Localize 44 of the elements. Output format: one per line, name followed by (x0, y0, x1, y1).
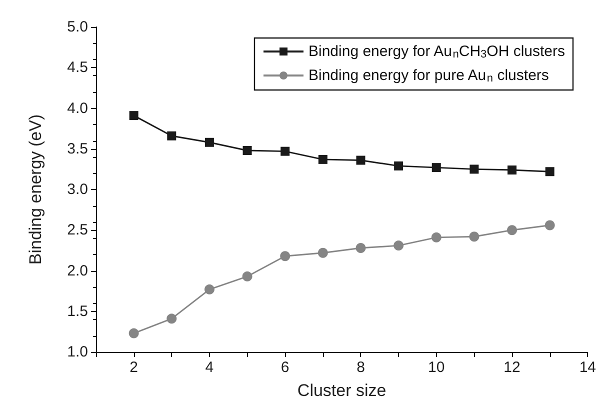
point (507, 225, 518, 236)
point (318, 154, 328, 164)
point (166, 314, 177, 324)
point (431, 232, 442, 242)
point (280, 146, 290, 156)
point (432, 163, 441, 172)
point (242, 146, 252, 155)
point (469, 232, 480, 242)
y-tick-label: 4.5 (67, 59, 88, 76)
x-tick-label: 2 (130, 359, 138, 376)
y-tick-label: 2.5 (67, 222, 88, 239)
x-tick-label: 8 (356, 359, 365, 376)
point (470, 164, 479, 174)
x-tick-label: 4 (205, 359, 214, 376)
legend-label: Binding energy for AunCH3OH clusters (308, 43, 566, 60)
point (508, 166, 517, 174)
point (167, 131, 176, 140)
y-axis-title: Binding energy (eV) (26, 114, 45, 265)
point (318, 248, 328, 258)
point (128, 328, 139, 338)
point (394, 240, 404, 251)
point (544, 220, 555, 230)
x-tick-label: 6 (280, 359, 290, 376)
point (356, 156, 366, 165)
x-tick-label: 12 (504, 359, 520, 376)
point (129, 111, 138, 120)
point (394, 161, 404, 170)
y-tick-label: 2.0 (67, 262, 88, 280)
y-tick-label: 3.0 (67, 181, 88, 198)
point (204, 284, 214, 294)
point (545, 167, 554, 176)
point (204, 138, 214, 147)
x-axis-title: Cluster size (297, 381, 386, 400)
x-tick-label: 10 (428, 359, 445, 376)
y-tick-label: 1.5 (67, 302, 88, 320)
legend-label: Binding energy for pure Aun clusters (308, 67, 549, 84)
y-tick-label: 3.5 (67, 140, 88, 158)
y-tick-label: 5.0 (67, 18, 88, 36)
y-tick-label: 1.0 (67, 344, 88, 360)
point (356, 243, 366, 253)
y-tick-label: 4.0 (67, 100, 88, 117)
point (242, 271, 252, 282)
point (280, 251, 290, 262)
x-tick-label: 14 (579, 359, 596, 376)
